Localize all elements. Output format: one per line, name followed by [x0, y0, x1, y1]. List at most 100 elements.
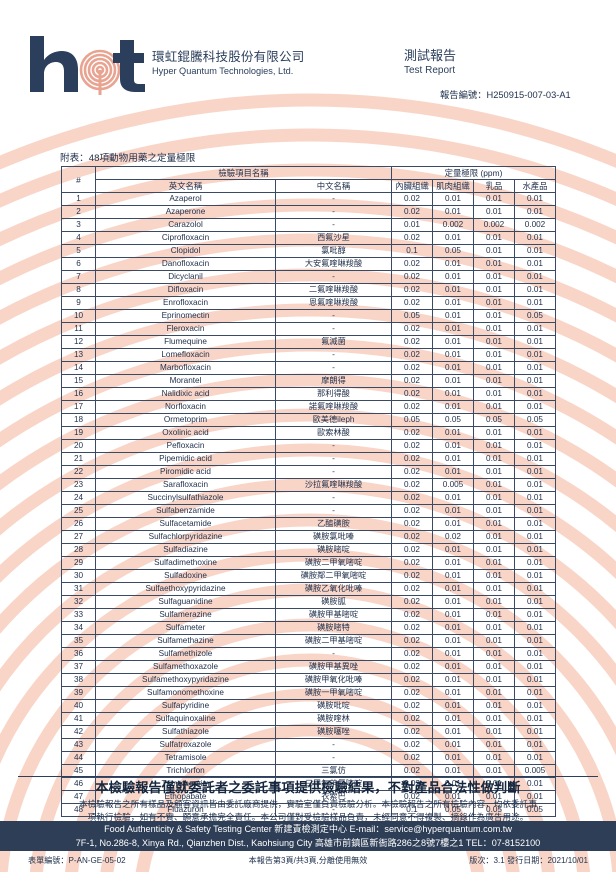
row-dairy-limit: 0.01: [473, 673, 515, 687]
row-organ-limit: 0.02: [391, 283, 433, 297]
row-muscle-limit: 0.01: [432, 335, 474, 349]
row-index: 43: [61, 738, 96, 752]
row-aquatic-limit: 0.002: [513, 218, 557, 232]
row-dairy-limit: 0.01: [473, 270, 515, 284]
row-english-name: Tetramisole: [95, 751, 276, 765]
row-muscle-limit: 0.01: [432, 439, 474, 453]
row-dairy-limit: 0.01: [473, 530, 515, 544]
row-organ-limit: 0.02: [391, 465, 433, 479]
report-title-block: 測試報告 Test Report: [404, 48, 456, 77]
row-aquatic-limit: 0.01: [513, 517, 557, 531]
row-organ-limit: 0.02: [391, 556, 433, 570]
row-chinese-name: 磺胺吡啶: [275, 699, 392, 713]
row-aquatic-limit: 0.01: [513, 283, 557, 297]
row-aquatic-limit: 0.01: [513, 660, 557, 674]
row-organ-limit: 0.02: [391, 647, 433, 661]
row-chinese-name: 磺胺氯吡嗪: [275, 530, 392, 544]
row-aquatic-limit: 0.01: [513, 595, 557, 609]
row-aquatic-limit: 0.01: [513, 569, 557, 583]
row-index: 1: [61, 192, 96, 206]
row-dairy-limit: 0.01: [473, 374, 515, 388]
header-muscle-tissue: 肌肉組織: [432, 179, 474, 193]
row-organ-limit: 0.02: [391, 270, 433, 284]
row-dairy-limit: 0.01: [473, 231, 515, 245]
header-limit-group: 定量極限 (ppm): [390, 166, 557, 180]
row-aquatic-limit: 0.05: [513, 413, 557, 427]
row-muscle-limit: 0.01: [432, 673, 474, 687]
row-muscle-limit: 0.01: [432, 504, 474, 518]
table-row: 18 Ormetoprim 歐美德ileph 0.05 0.05 0.05 0.05: [61, 413, 557, 427]
page-header: 環虹錕騰科技股份有限公司 Hyper Quantum Technologies,…: [0, 32, 616, 112]
row-aquatic-limit: 0.01: [513, 231, 557, 245]
row-organ-limit: 0.02: [391, 426, 433, 440]
row-organ-limit: 0.02: [391, 439, 433, 453]
row-dairy-limit: 0.05: [473, 413, 515, 427]
row-english-name: Pefloxacin: [95, 439, 276, 453]
row-dairy-limit: 0.002: [473, 218, 515, 232]
row-dairy-limit: 0.01: [473, 387, 515, 401]
row-dairy-limit: 0.01: [473, 582, 515, 596]
row-index: 20: [61, 439, 96, 453]
row-muscle-limit: 0.01: [432, 400, 474, 414]
row-organ-limit: 0.02: [391, 751, 433, 765]
row-index: 33: [61, 608, 96, 622]
row-index: 40: [61, 699, 96, 713]
row-aquatic-limit: 0.01: [513, 426, 557, 440]
row-muscle-limit: 0.05: [432, 244, 474, 258]
row-english-name: Eprinomectin: [95, 309, 276, 323]
row-english-name: Azaperone: [95, 205, 276, 219]
row-aquatic-limit: 0.01: [513, 556, 557, 570]
row-english-name: Sulfaethoxypyridazine: [95, 582, 276, 596]
row-index: 25: [61, 504, 96, 518]
table-row: 38 Sulfamethoxypyridazine 磺胺甲氧化吡嗪 0.02 0.01 0…: [61, 673, 557, 687]
table-row: 26 Sulfacetamide 乙醯磺胺 0.02 0.01 0.01 0.01: [61, 517, 557, 531]
company-name-en: Hyper Quantum Technologies, Ltd.: [152, 65, 294, 76]
header-chinese-name: 中文名稱: [275, 179, 392, 193]
table-row: 39 Sulfamonomethoxine 磺胺一甲氧嘧啶 0.02 0.01 0.01 0…: [61, 686, 557, 700]
row-dairy-limit: 0.01: [473, 296, 515, 310]
row-dairy-limit: 0.01: [473, 712, 515, 726]
row-dairy-limit: 0.01: [473, 556, 515, 570]
row-english-name: Enrofloxacin: [95, 296, 276, 310]
row-english-name: Marbofloxacin: [95, 361, 276, 375]
row-dairy-limit: 0.01: [473, 257, 515, 271]
row-chinese-name: 磺胺喹林: [275, 712, 392, 726]
brand-block: 環虹錕騰科技股份有限公司 Hyper Quantum Technologies,…: [152, 50, 304, 78]
table-row: 12 Flumequine 氟滅菌 0.02 0.01 0.01 0.01: [61, 335, 557, 349]
row-english-name: Nalidixic acid: [95, 387, 276, 401]
row-organ-limit: 0.02: [391, 634, 433, 648]
row-dairy-limit: 0.01: [473, 634, 515, 648]
table-row: 15 Morantel 摩朗得 0.02 0.01 0.01 0.01: [61, 374, 557, 388]
row-index: 4: [61, 231, 96, 245]
table-row: 21 Pipemidic acid -0.02 0.01 0.01 0.01: [61, 452, 557, 466]
row-chinese-name: -: [275, 452, 392, 466]
row-index: 19: [61, 426, 96, 440]
row-aquatic-limit: 0.01: [513, 725, 557, 739]
row-english-name: Sulfachlorpyridazine: [95, 530, 276, 544]
table-row: 17 Norfloxacin 諾氟喹啉羧酸 0.02 0.01 0.01 0.01: [61, 400, 557, 414]
row-dairy-limit: 0.01: [473, 686, 515, 700]
row-dairy-limit: 0.01: [473, 322, 515, 336]
row-muscle-limit: 0.01: [432, 309, 474, 323]
row-muscle-limit: 0.01: [432, 491, 474, 505]
row-chinese-name: -: [275, 205, 392, 219]
row-chinese-name: 西氟沙星: [275, 231, 392, 245]
row-muscle-limit: 0.01: [432, 569, 474, 583]
row-english-name: Danofloxacin: [95, 257, 276, 271]
row-muscle-limit: 0.01: [432, 387, 474, 401]
row-index: 42: [61, 725, 96, 739]
row-aquatic-limit: 0.01: [513, 504, 557, 518]
row-chinese-name: 摩朗得: [275, 374, 392, 388]
row-aquatic-limit: 0.01: [513, 582, 557, 596]
row-english-name: Sulfadiazine: [95, 543, 276, 557]
row-aquatic-limit: 0.01: [513, 699, 557, 713]
table-row: 34 Sulfameter 磺胺嘧特 0.02 0.01 0.01 0.01: [61, 621, 557, 635]
row-organ-limit: 0.02: [391, 205, 433, 219]
row-organ-limit: 0.02: [391, 374, 433, 388]
row-muscle-limit: 0.01: [432, 582, 474, 596]
row-organ-limit: 0.02: [391, 712, 433, 726]
row-dairy-limit: 0.01: [473, 751, 515, 765]
row-index: 17: [61, 400, 96, 414]
row-dairy-limit: 0.01: [473, 608, 515, 622]
row-aquatic-limit: 0.01: [513, 400, 557, 414]
